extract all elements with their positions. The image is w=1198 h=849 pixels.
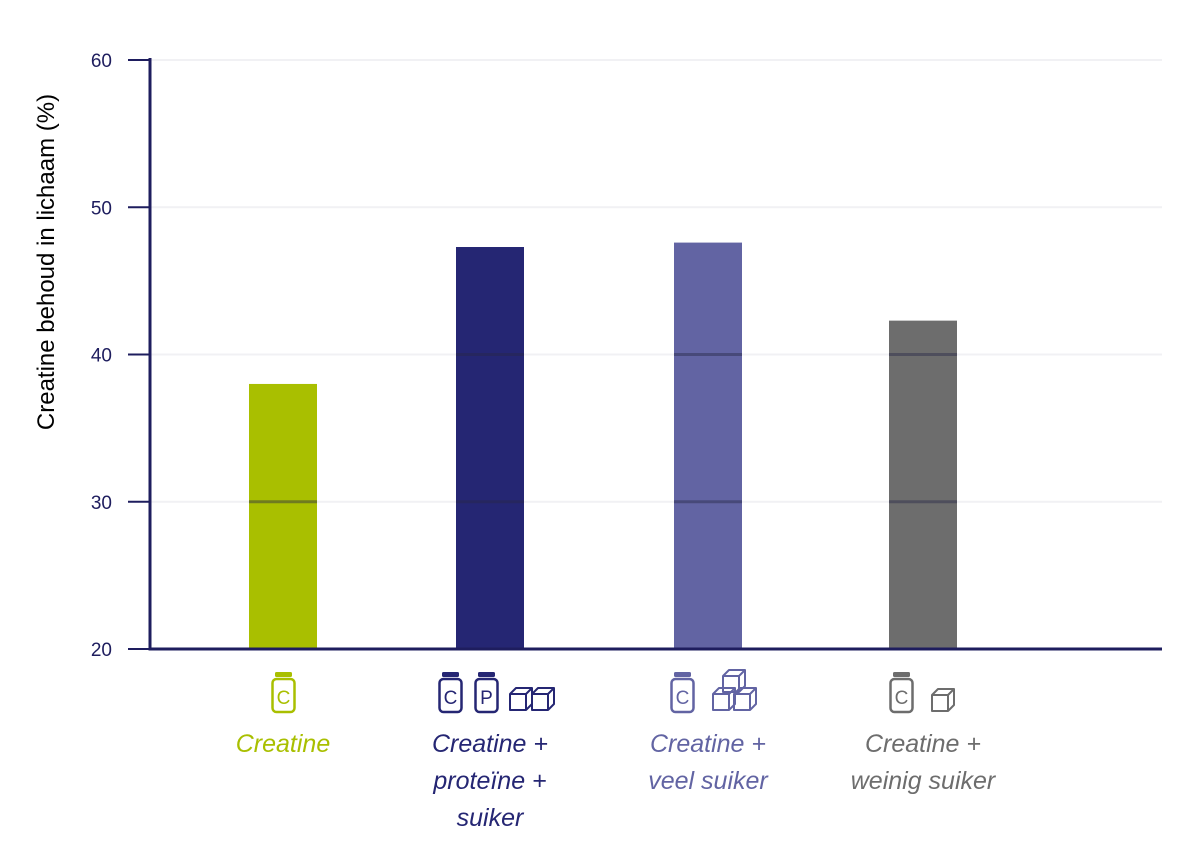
svg-text:C: C: [676, 688, 690, 709]
y-tick-label: 60: [91, 51, 112, 72]
category-label: Creatine + weinig suiker: [850, 730, 996, 795]
svg-text:C: C: [444, 688, 458, 709]
svg-text:P: P: [480, 688, 493, 709]
creatine-jar-icon: C: [438, 672, 463, 714]
y-tick-label: 50: [91, 198, 112, 219]
bar: [249, 383, 317, 649]
svg-text:C: C: [895, 688, 909, 709]
protein-jar-icon: P: [474, 672, 499, 714]
bar: [674, 242, 742, 649]
y-tick-label: 40: [91, 346, 112, 367]
category-label: Creatine: [235, 730, 331, 758]
sugar-cube-icon: [531, 687, 555, 711]
creatine-jar-icon: C: [670, 672, 695, 714]
category-label: Creatine + proteïne + suiker: [431, 730, 549, 832]
y-tick-label: 20: [91, 640, 112, 661]
bar: [456, 247, 524, 649]
creatine-jar-icon: C: [271, 672, 296, 714]
sugar-cube-icon: [722, 669, 746, 693]
category-label: Creatine + veel suiker: [648, 730, 768, 795]
sugar-cube-icon: [931, 688, 955, 712]
axes: 20 30 40 50 60: [91, 51, 1162, 661]
svg-text:C: C: [277, 688, 291, 709]
sugar-cube-icon: [509, 687, 533, 711]
y-axis-label: Creatine behoud in lichaam (%): [33, 94, 60, 430]
y-tick-label: 30: [91, 493, 112, 514]
sugar-cubes-stack-icon: [712, 669, 757, 711]
grid-lines: [150, 59, 1162, 503]
bars: [249, 242, 957, 649]
creatine-jar-icon: C: [889, 672, 914, 714]
bar: [889, 320, 957, 649]
